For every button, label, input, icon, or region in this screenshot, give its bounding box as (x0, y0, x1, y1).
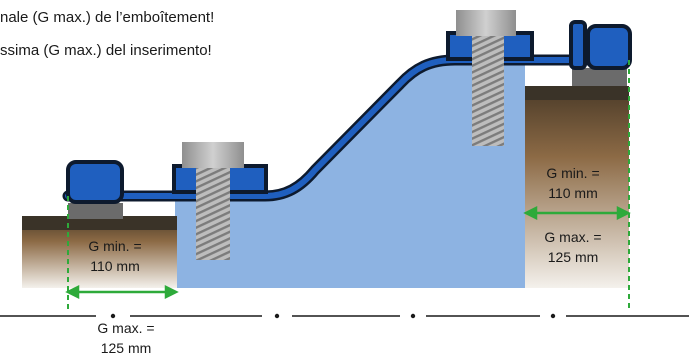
right-max-label: G max. = 125 mm (528, 227, 618, 267)
left-max-line2: 125 mm (100, 340, 152, 356)
left-bolt-shaft (196, 168, 230, 260)
right-min-label: G min. = 110 mm (528, 163, 618, 203)
right-min-line2: 110 mm (548, 185, 598, 201)
french-note: nale (G max.) de l’emboîtement! (0, 9, 215, 26)
ground-axis-dots (110, 313, 556, 319)
right-clamp-tab (569, 20, 587, 70)
left-max-label: G max. = 125 mm (81, 318, 171, 358)
italian-note: ssima (G max.) del inserimento! (0, 42, 212, 59)
pipe-line (65, 57, 603, 199)
right-clamp (586, 24, 632, 70)
right-soil-block (525, 86, 629, 288)
left-min-line1: G min. = (88, 238, 142, 254)
right-bolt-head (456, 10, 516, 36)
left-bolt-head (182, 142, 244, 168)
left-grey-pad (68, 203, 123, 219)
left-min-label: G min. = 110 mm (70, 236, 160, 276)
left-max-line1: G max. = (97, 320, 155, 336)
left-dimension-arrow (65, 284, 179, 300)
left-min-line2: 110 mm (90, 258, 140, 274)
left-soil-cap (22, 216, 177, 230)
right-max-line2: 125 mm (547, 249, 599, 265)
right-grey-pad (572, 68, 627, 86)
right-bolt-shaft (472, 36, 504, 146)
right-soil-cap (525, 86, 629, 100)
right-min-line1: G min. = (546, 165, 600, 181)
right-max-line1: G max. = (544, 229, 602, 245)
fitting-body (175, 60, 525, 288)
right-dimension-arrow (523, 205, 631, 221)
left-clamp (66, 160, 124, 204)
